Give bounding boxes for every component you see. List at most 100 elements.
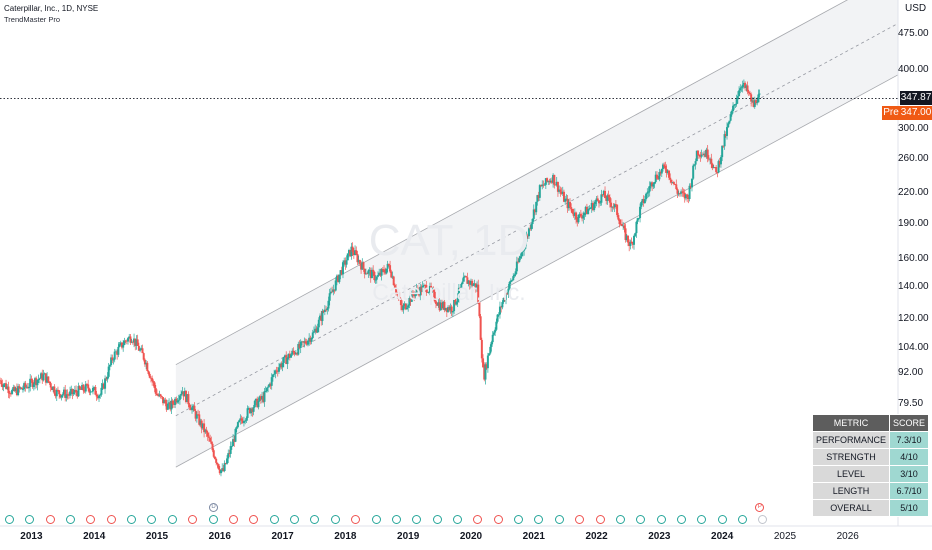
currency-label[interactable]: USD [905,3,927,14]
candle-body [72,392,75,395]
channel-upper-line [175,0,849,366]
earnings-marker-icon[interactable] [86,515,96,524]
candle-body [674,184,677,185]
earnings-marker-icon[interactable] [595,515,605,524]
candle-body [47,376,50,382]
candle-body [538,185,541,198]
candle-body [333,289,336,291]
candle-body [201,423,204,429]
earnings-marker-icon[interactable] [371,515,381,524]
earnings-marker-icon[interactable] [636,515,646,524]
candle-body [616,204,619,216]
candle-body [221,468,224,471]
time-tick-label: 2021 [522,531,545,542]
earnings-marker-icon[interactable] [514,515,524,524]
candle-body [758,93,761,95]
candle-body [430,285,433,291]
earnings-marker-icon[interactable] [4,515,14,524]
candle-body [269,384,272,386]
candle-body [665,169,668,174]
candle-body [67,394,70,396]
earnings-marker-icon[interactable] [697,515,707,524]
candle-body [678,193,681,195]
candle-body [472,284,475,286]
candle-body [601,194,604,196]
candle-body [509,280,512,283]
candle-body [63,389,66,395]
candle-body [723,134,726,147]
earnings-marker-icon[interactable] [738,515,748,524]
candle-body [533,209,536,213]
candle-body [83,390,86,392]
earnings-marker-icon[interactable] [575,515,585,524]
earnings-marker-icon[interactable] [534,515,544,524]
earnings-marker-icon[interactable] [432,515,442,524]
candle-body [608,197,611,203]
candle-body [612,206,615,208]
earnings-marker-icon[interactable] [677,515,687,524]
earnings-marker-icon[interactable] [391,515,401,524]
candle-body [244,420,247,422]
scorecard-row: OVERALL 5/10 [811,499,930,517]
candle-body [445,307,448,312]
candle-body [630,241,633,244]
candle-body [236,422,239,428]
candle-body [310,337,313,342]
earnings-marker-icon[interactable] [758,515,768,524]
earnings-marker-icon[interactable] [127,515,137,524]
earnings-marker-icon[interactable] [493,515,503,524]
earnings-marker-icon[interactable] [269,515,279,524]
earnings-marker-icon[interactable] [167,515,177,524]
earnings-marker-icon[interactable] [25,515,35,524]
earnings-marker-icon[interactable] [452,515,462,524]
candle-body [322,310,325,312]
candle-body [480,339,483,359]
earnings-marker-icon[interactable] [290,515,300,524]
candle-body [530,224,533,230]
candle-body [338,274,341,282]
dividend-marker-icon[interactable]: D [209,503,218,512]
earnings-marker-icon[interactable] [554,515,564,524]
candle-body [426,292,429,293]
earnings-marker-icon[interactable] [351,515,361,524]
candle-body [753,100,756,107]
candle-body [186,394,189,403]
earnings-marker-icon[interactable] [249,515,259,524]
candle-body [84,384,87,392]
candle-body [32,384,35,387]
earnings-marker-icon[interactable] [228,515,238,524]
earnings-marker-icon[interactable] [310,515,320,524]
candle-body [652,184,655,187]
candle-body [248,408,251,414]
candle-body [361,262,364,270]
candle-body [383,269,386,273]
candle-body [227,453,230,459]
candle-body [660,168,663,174]
candle-body [209,437,212,442]
candle-body [548,181,551,183]
candle-body [105,378,108,380]
candle-body [139,349,142,351]
earnings-marker-icon[interactable] [188,515,198,524]
earnings-marker-icon[interactable] [615,515,625,524]
earnings-marker-icon[interactable] [473,515,483,524]
earnings-marker-icon[interactable] [412,515,422,524]
earnings-marker-icon[interactable] [208,515,218,524]
split-marker-icon[interactable]: P [755,503,765,512]
candle-body [174,398,177,405]
candle-body [281,362,284,368]
earnings-marker-icon[interactable] [656,515,666,524]
candle-body [288,353,291,358]
earnings-marker-icon[interactable] [717,515,727,524]
earnings-marker-icon[interactable] [147,515,157,524]
candle-body [542,184,545,186]
candle-body [370,269,373,279]
candle-body [503,297,506,300]
candle-body [659,172,662,174]
candle-body [195,414,198,419]
earnings-marker-icon[interactable] [330,515,340,524]
earnings-marker-icon[interactable] [45,515,55,524]
earnings-marker-icon[interactable] [106,515,116,524]
earnings-marker-icon[interactable] [66,515,76,524]
